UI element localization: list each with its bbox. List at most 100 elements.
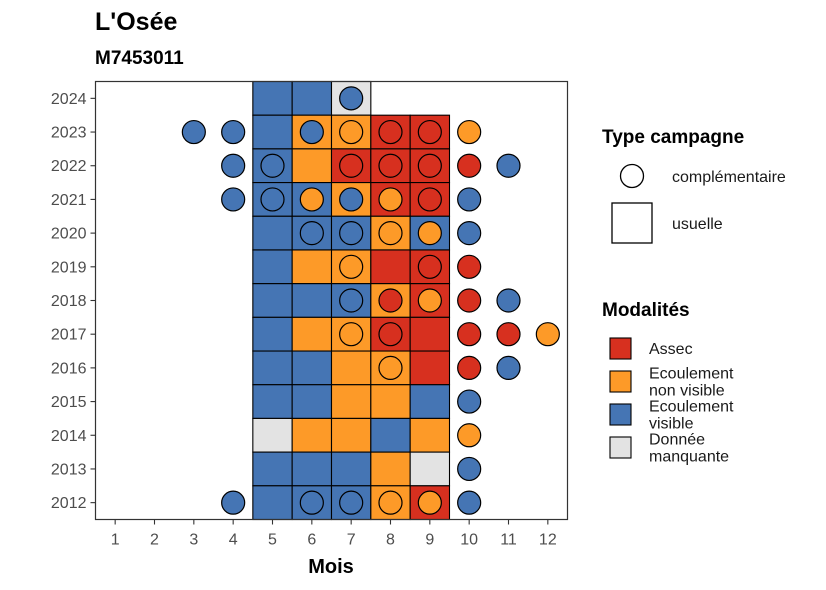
legend-label-ecoulement-visible-line-1: Ecoulement	[649, 399, 734, 416]
tile-2024-5-ecoulement-visible	[252, 80, 293, 116]
point-2020-6-ecoulement-visible	[299, 221, 324, 246]
y-tick-label-2013: 2013	[51, 461, 87, 478]
x-tick-label-8: 8	[386, 532, 395, 549]
x-tick-label-10: 10	[460, 532, 478, 549]
tile-2013-9-donnee-manquante	[409, 451, 451, 487]
tile-2013-7-ecoulement-visible	[330, 451, 372, 487]
x-axis: 1 2 3 4 5 6 7 8 9 10 11 12	[111, 519, 557, 549]
point-2012-4-ecoulement-visible	[221, 490, 246, 515]
point-2023-7-ecoulement-non-visible	[339, 119, 364, 145]
tile-2020-5-ecoulement-visible	[252, 215, 293, 251]
point-2015-10-ecoulement-visible	[457, 389, 482, 414]
point-2022-10-assec	[457, 153, 482, 178]
tile-2012-5-ecoulement-visible	[252, 485, 293, 521]
point-2022-11-ecoulement-visible	[496, 153, 521, 178]
x-tick-label-9: 9	[425, 532, 434, 549]
chart-subtitle: M7453011	[95, 48, 184, 69]
tile-2019-8-assec	[370, 249, 411, 285]
point-2012-9-ecoulement-non-visible	[417, 490, 442, 515]
point-2021-10-ecoulement-visible	[457, 187, 482, 212]
x-tick-label-5: 5	[268, 532, 277, 549]
y-tick-label-2022: 2022	[51, 158, 87, 175]
point-2023-3-ecoulement-visible	[181, 119, 206, 145]
tile-2024-6-ecoulement-visible	[291, 80, 333, 116]
point-2018-10-assec	[457, 288, 482, 313]
point-2012-8-ecoulement-non-visible	[378, 490, 403, 515]
point-2017-10-assec	[457, 322, 482, 347]
point-2012-10-ecoulement-visible	[457, 490, 482, 515]
y-tick-label-2020: 2020	[51, 226, 87, 243]
point-2020-10-ecoulement-visible	[457, 221, 482, 246]
tile-2015-7-ecoulement-non-visible	[330, 384, 372, 419]
chart-title: L'Osée	[95, 8, 177, 36]
y-tick-label-2012: 2012	[51, 495, 87, 512]
tile-2022-6-ecoulement-non-visible	[291, 148, 333, 184]
point-2016-8-ecoulement-non-visible	[378, 355, 403, 380]
point-2012-7-ecoulement-visible	[339, 490, 364, 515]
point-2023-10-ecoulement-non-visible	[457, 119, 482, 145]
legend-label-complementaire: complémentaire	[672, 169, 786, 186]
legend-label-ecoulement-non-visible-line-2: non visible	[649, 383, 725, 400]
y-axis: 2012 2013 2014 2015 2016 2017 2018 2019 2020 2021…	[51, 91, 96, 512]
x-tick-label-2: 2	[150, 532, 159, 549]
tile-2014-6-ecoulement-non-visible	[291, 417, 333, 453]
legend-label-ecoulement-non-visible-line-1: Ecoulement	[649, 366, 734, 383]
y-tick-label-2024: 2024	[51, 91, 87, 108]
point-2021-6-ecoulement-non-visible	[299, 187, 324, 212]
point-2022-9-assec	[417, 153, 442, 178]
legend-key-assec	[609, 337, 632, 360]
x-tick-label-3: 3	[189, 532, 198, 549]
point-2020-9-ecoulement-non-visible	[417, 221, 442, 246]
point-2021-9-assec	[417, 187, 442, 212]
point-2019-10-assec	[457, 254, 482, 279]
point-2020-7-ecoulement-visible	[339, 221, 364, 246]
point-2019-9-assec	[417, 254, 442, 279]
point-2016-11-ecoulement-visible	[496, 355, 521, 380]
legend-circle-key	[619, 163, 645, 189]
point-2023-4-ecoulement-visible	[221, 119, 246, 145]
legend-label-donnee-manquante-line-2: manquante	[649, 449, 729, 466]
legend-shape-title: Type campagne	[602, 127, 744, 148]
tile-2017-5-ecoulement-visible	[252, 316, 293, 352]
point-2018-7-ecoulement-visible	[339, 288, 364, 313]
y-tick-label-2018: 2018	[51, 293, 87, 310]
x-tick-label-1: 1	[111, 532, 120, 549]
tile-2013-6-ecoulement-visible	[291, 451, 333, 487]
tile-2015-9-ecoulement-visible	[409, 384, 451, 419]
tile-2017-9-assec	[409, 316, 451, 352]
tile-2016-5-ecoulement-visible	[252, 350, 293, 386]
tile-2018-5-ecoulement-visible	[252, 283, 293, 318]
legend-key-donnee-manquante	[609, 436, 632, 459]
point-2012-6-ecoulement-visible	[299, 490, 324, 515]
y-tick-label-2015: 2015	[51, 394, 87, 411]
tile-2015-5-ecoulement-visible	[252, 384, 293, 419]
point-2021-5-ecoulement-visible	[260, 187, 285, 212]
point-2021-4-ecoulement-visible	[221, 187, 246, 212]
y-tick-label-2014: 2014	[51, 428, 87, 445]
tile-2014-5-donnee-manquante	[252, 417, 293, 453]
tile-2015-6-ecoulement-visible	[291, 384, 333, 419]
point-2016-10-assec	[457, 355, 482, 380]
legend-label-assec-line-1: Assec	[649, 341, 693, 358]
point-2020-8-ecoulement-non-visible	[378, 221, 403, 246]
point-2017-11-assec	[496, 322, 521, 347]
tile-2019-5-ecoulement-visible	[252, 249, 293, 285]
y-tick-label-2021: 2021	[51, 192, 87, 209]
legend-key-ecoulement-non-visible	[609, 370, 632, 393]
tile-2016-7-ecoulement-non-visible	[330, 350, 372, 386]
tile-2013-5-ecoulement-visible	[252, 451, 293, 487]
x-tick-label-6: 6	[307, 532, 316, 549]
tile-2023-5-ecoulement-visible	[252, 114, 293, 150]
point-2018-9-ecoulement-non-visible	[417, 288, 442, 313]
x-tick-label-11: 11	[500, 532, 517, 549]
legend-square-key	[611, 202, 653, 244]
tile-2016-6-ecoulement-visible	[291, 350, 333, 386]
point-2023-6-ecoulement-visible	[299, 119, 324, 145]
x-tick-label-4: 4	[229, 532, 238, 549]
tile-2014-9-ecoulement-non-visible	[409, 417, 451, 453]
point-2018-11-ecoulement-visible	[496, 288, 521, 313]
point-2023-8-assec	[378, 119, 403, 145]
y-tick-label-2016: 2016	[51, 360, 87, 377]
